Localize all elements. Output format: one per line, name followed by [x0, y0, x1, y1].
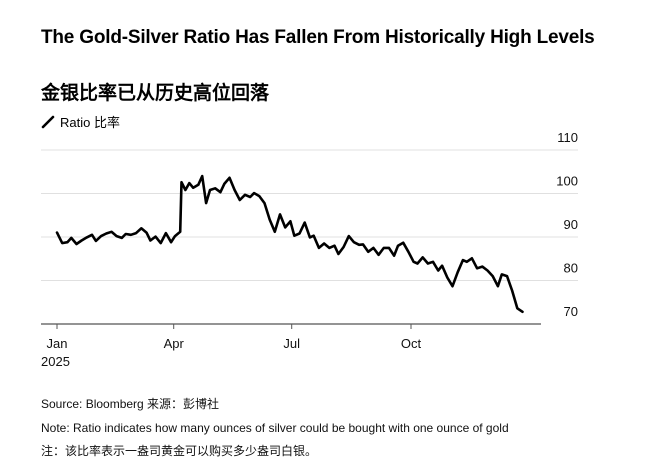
x-tick-label: Jan — [47, 336, 68, 351]
source-note: Source: Bloomberg 来源：彭博社 — [41, 397, 220, 411]
x-axis: Jan 2025 Apr Jul Oct — [41, 323, 541, 369]
legend: Ratio 比率 — [41, 112, 120, 131]
series-group — [55, 174, 524, 314]
y-tick-label: 90 — [564, 217, 578, 232]
footnote: Note: Ratio indicates how many ounces of… — [41, 421, 509, 435]
legend-label: Ratio 比率 — [60, 115, 120, 130]
y-tick-label: 70 — [564, 304, 578, 319]
y-axis: 70 80 90 100 110 — [556, 130, 578, 319]
gridlines — [41, 149, 578, 281]
footnote-chinese: 注：该比率表示一盎司黄金可以购买多少盎司白银。 — [41, 444, 318, 458]
x-tick-label: Apr — [164, 336, 185, 351]
chart-title: The Gold-Silver Ratio Has Fallen From Hi… — [41, 27, 595, 48]
line-pencil-icon — [41, 115, 55, 128]
x-tick-label: Oct — [401, 336, 422, 351]
x-tick-label: Jul — [283, 336, 300, 351]
series-line-ratio — [55, 174, 524, 314]
chart-subtitle-chinese: 金银比率已从历史高位回落 — [41, 83, 270, 104]
y-tick-label: 80 — [564, 261, 578, 276]
x-tick-sublabel: 2025 — [41, 354, 70, 369]
y-tick-label: 110 — [557, 130, 578, 145]
y-tick-label: 100 — [556, 174, 578, 189]
